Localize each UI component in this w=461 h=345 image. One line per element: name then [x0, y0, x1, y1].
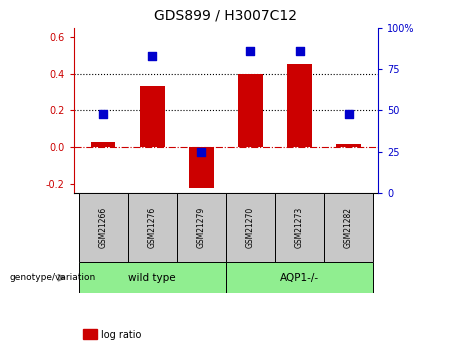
Title: GDS899 / H3007C12: GDS899 / H3007C12 [154, 8, 297, 22]
Text: GSM21273: GSM21273 [295, 207, 304, 248]
Text: log ratio: log ratio [101, 330, 142, 339]
Text: genotype/variation: genotype/variation [9, 273, 95, 282]
Bar [275, 193, 324, 262]
Bar [140, 87, 165, 147]
Text: GSM21276: GSM21276 [148, 207, 157, 248]
Bar [79, 193, 128, 262]
Bar [189, 147, 213, 188]
Bar [238, 73, 263, 147]
Bar [287, 65, 312, 147]
Text: AQP1-/-: AQP1-/- [280, 273, 319, 283]
Text: wild type: wild type [129, 273, 176, 283]
Bar [128, 193, 177, 262]
Point [148, 53, 156, 59]
Point [296, 48, 303, 53]
Bar [337, 144, 361, 147]
Text: GSM21266: GSM21266 [99, 207, 108, 248]
Point [198, 149, 205, 155]
Bar [91, 142, 115, 147]
Text: GSM21270: GSM21270 [246, 207, 255, 248]
Point [100, 111, 107, 117]
Bar [324, 193, 373, 262]
Bar [226, 193, 275, 262]
Point [345, 111, 352, 117]
Text: GSM21282: GSM21282 [344, 207, 353, 248]
Point [247, 48, 254, 53]
Text: GSM21279: GSM21279 [197, 207, 206, 248]
Bar [79, 262, 226, 293]
Bar [177, 193, 226, 262]
Bar [226, 262, 373, 293]
